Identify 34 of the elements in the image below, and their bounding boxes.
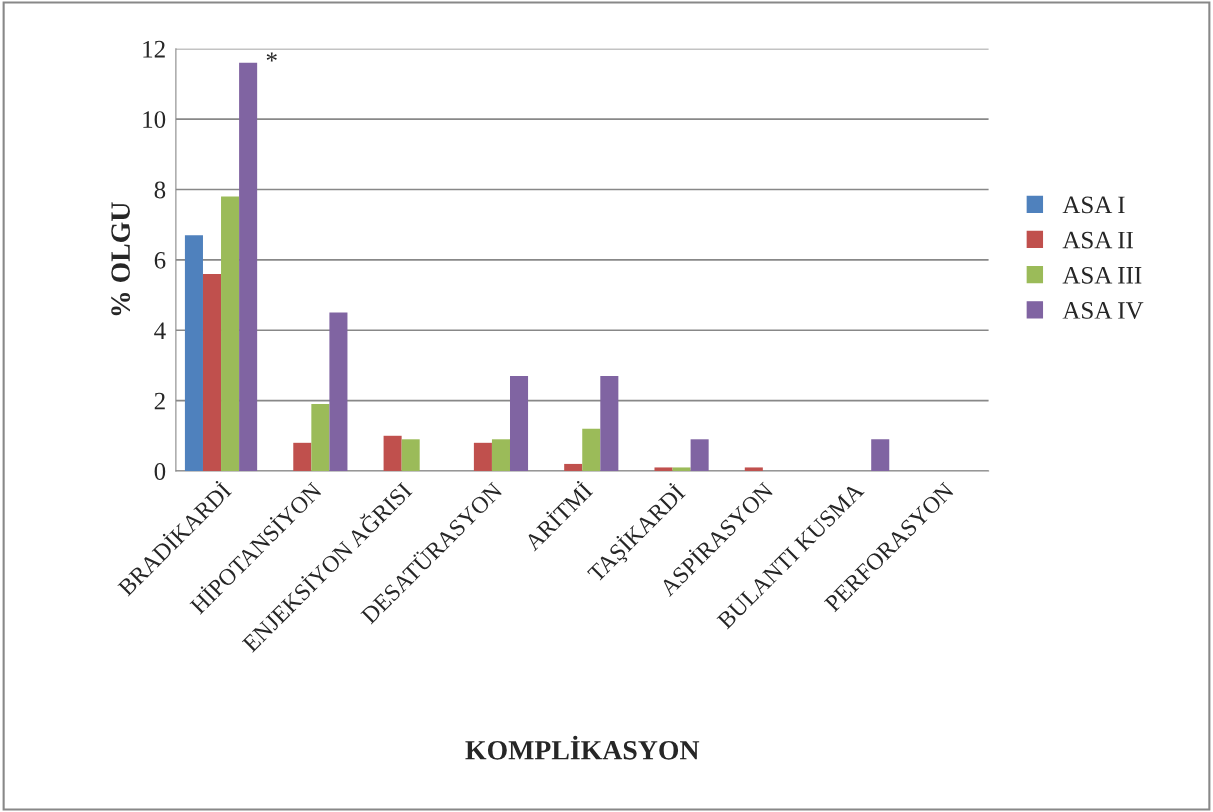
y-tick-label: 2 — [154, 392, 165, 410]
x-axis-title: KOMPLİKASYON — [465, 735, 700, 760]
bar — [654, 467, 673, 471]
legend-label: ASA III — [1062, 266, 1142, 284]
y-tick-label: 4 — [154, 322, 166, 339]
bar — [672, 467, 691, 471]
bar — [600, 375, 619, 471]
y-tick-label: 8 — [154, 181, 166, 199]
y-tick-label: 6 — [154, 251, 166, 269]
bar — [221, 196, 240, 471]
bar — [184, 235, 203, 471]
bar — [510, 375, 529, 471]
legend-label: ASA IV — [1062, 302, 1144, 319]
legend-label: ASA II — [1062, 231, 1134, 249]
bar — [202, 273, 222, 471]
legend-label: ASA I — [1062, 196, 1125, 214]
y-axis-title: % OLGU — [111, 202, 131, 316]
bar — [744, 467, 763, 471]
y-tick-label: 0 — [154, 463, 166, 480]
bar — [383, 435, 402, 471]
bar — [329, 312, 348, 471]
bar — [311, 404, 330, 471]
bar — [582, 428, 601, 471]
bar — [239, 62, 258, 471]
y-tick-label: 12 — [143, 40, 165, 58]
y-tick-label: 10 — [143, 111, 166, 129]
annotation: * — [266, 52, 277, 62]
bar — [564, 463, 583, 471]
bar — [690, 439, 709, 471]
bar — [491, 439, 510, 471]
bar — [871, 439, 890, 471]
bar — [473, 442, 492, 471]
bar — [401, 439, 420, 471]
bar — [293, 442, 312, 471]
